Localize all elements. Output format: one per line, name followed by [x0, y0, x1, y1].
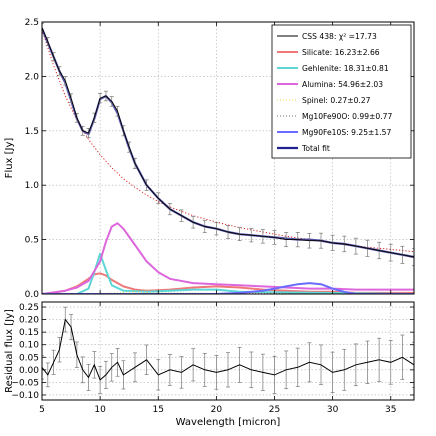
residual-axes-frame	[41, 301, 415, 401]
residual-ticks: 5 10 15 20 25 30 35 −0.10 −0.05 0.00 0.05 0.10 0.15 0…	[11, 302, 414, 415]
legend-label-total: Total fit	[301, 144, 330, 153]
series-alumina-line	[42, 222, 414, 294]
flux-ticks: 0.0 0.5 1.0 1.5 2.0 2.5	[25, 18, 414, 300]
flux-y-tick-label: 1.5	[25, 127, 39, 137]
residual-x-tick-label: 5	[39, 405, 45, 415]
residual-x-tick-label: 15	[153, 405, 164, 415]
residual-y-tick-label: 0.20	[19, 316, 39, 326]
flux-y-tick-label: 2.5	[25, 18, 39, 28]
residual-y-tick-label: 0.00	[19, 366, 39, 376]
residual-x-tick-label: 35	[385, 405, 396, 415]
legend-label-data: CSS 438: χ² =17.73	[302, 32, 377, 41]
residual-y-tick-label: 0.10	[19, 341, 39, 351]
series-gehlenite-line	[42, 252, 414, 294]
series-residual-line	[42, 318, 414, 381]
legend: CSS 438: χ² =17.73 Silicate: 16.23±2.66 Ge…	[271, 24, 412, 159]
legend-label-gehlenite: Gehlenite: 18.31±0.81	[302, 64, 389, 73]
residual-x-tick-label: 10	[94, 405, 106, 415]
flux-panel: 0.0 0.5 1.0 1.5 2.0 2.5 Flux [Jy]	[4, 18, 415, 300]
residual-y-tick-label: −0.10	[11, 391, 39, 401]
flux-y-tick-label: 0.5	[25, 236, 39, 246]
legend-box	[271, 24, 412, 159]
legend-label-mg10fe90o: Mg10Fe90O: 0.99±0.77	[302, 112, 392, 121]
legend-label-silicate: Silicate: 16.23±2.66	[302, 48, 380, 57]
flux-y-tick-label: 1.0	[25, 181, 40, 191]
residual-y-tick-label: −0.05	[11, 378, 39, 388]
residual-x-tick-label: 20	[211, 405, 223, 415]
legend-label-spinel: Spinel: 0.27±0.27	[302, 96, 371, 105]
residual-y-tick-label: 0.05	[19, 353, 39, 363]
flux-axes-frame	[41, 21, 415, 295]
x-axis-label: Wavelength [micron]	[176, 417, 281, 428]
flux-y-axis-label: Flux [Jy]	[4, 138, 15, 179]
legend-label-mg90fe10s: Mg90Fe10S: 9.25±1.57	[302, 128, 391, 137]
series-mg90fe10s-line	[42, 282, 414, 294]
flux-y-tick-label: 2.0	[25, 72, 40, 82]
legend-label-alumina: Alumina: 54.96±2.03	[302, 80, 383, 89]
residual-panel: 5 10 15 20 25 30 35 −0.10 −0.05 0.00 0.05 0.10 0.15 0…	[4, 301, 415, 428]
residual-y-tick-label: 0.15	[19, 328, 39, 338]
series-data-line	[42, 27, 414, 258]
residual-plot-area	[42, 306, 414, 394]
residual-x-tick-label: 30	[327, 405, 339, 415]
residual-x-tick-label: 25	[269, 405, 280, 415]
residual-y-tick-label: 0.25	[19, 303, 39, 313]
residual-y-axis-label: Residual flux [Jy]	[4, 309, 15, 393]
flux-y-tick-label: 0.0	[25, 290, 40, 300]
